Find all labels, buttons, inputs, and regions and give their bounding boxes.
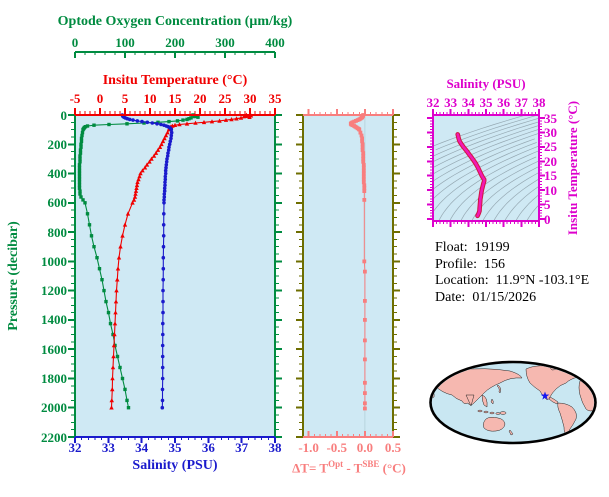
tick-label: 35 [168,440,182,455]
tick-label: 32 [426,95,440,110]
tick-label: 0 [60,107,68,123]
tick-label: 1400 [41,312,67,328]
location-row: Location: 11.9°N -103.1°E [435,273,590,288]
tick-label: 800 [47,224,68,240]
tick-label: 20 [544,153,557,169]
tick-label: 36 [201,440,215,455]
tick-label: 2200 [41,429,67,445]
tick-label: 32 [68,440,82,455]
tick-label: 0 [71,35,79,50]
tick-label: 5 [544,197,551,213]
tick-label: 20 [193,91,207,106]
tick-label: 35 [479,95,493,110]
tick-label: 10 [143,91,157,106]
tick-label: 25 [544,139,557,155]
tick-label: 0.5 [384,440,402,455]
tick-label: 37 [235,440,249,455]
profile-row: Profile: 156 [435,256,505,272]
oxygen-axis-title: Optode Oxygen Concentration (μm/kg) [57,14,293,29]
date-row: Date: 01/15/2026 [435,289,537,305]
tick-label: 35 [544,110,557,126]
tick-label: 2000 [41,400,67,416]
tick-label: 1200 [41,283,67,299]
tick-label: 300 [215,35,235,50]
tick-label: 100 [115,35,135,50]
tick-label: 36 [497,95,511,110]
tick-label: 200 [165,35,185,50]
tick-label: 0 [544,211,551,227]
tick-label: 1600 [41,341,67,357]
tick-label: 600 [47,195,68,211]
delta-t-axis-title: ΔT= TOpt - TSBE (°C) [292,459,406,476]
tick-label: 400 [265,35,285,50]
float-info-block: Float: 19199 Profile: 156 Location: 11.9°N … [435,240,589,306]
salinity-axis-title: Salinity (PSU) [132,458,218,473]
tick-label: 0.0 [356,440,373,455]
tick-label: 35 [268,91,282,106]
tick-label: 1000 [41,253,67,269]
float-row: Float: 19199 [435,240,510,255]
tick-label: 0 [96,91,104,106]
temperature-axis-title: Insitu Temperature (°C) [102,73,248,88]
ts-diagram-title: Salinity (PSU) [446,76,526,91]
tick-label: 33 [444,95,458,110]
tick-label: 34 [461,95,475,110]
tick-label: 10 [544,182,557,198]
tick-label: 15 [168,91,182,106]
tick-label: -5 [69,91,81,106]
tick-label: 38 [268,440,282,455]
tick-label: 38 [532,95,546,110]
tick-label: 30 [243,91,257,106]
tick-label: 33 [101,440,115,455]
tick-label: -0.5 [326,440,348,455]
tick-label: 400 [47,166,68,182]
tick-label: 1800 [41,370,67,386]
tick-label: 200 [47,136,68,152]
tick-label: 34 [135,440,149,455]
tick-label: 25 [218,91,232,106]
tick-label: 5 [121,91,129,106]
tick-label: 15 [544,168,557,184]
tick-label: -1.0 [298,440,319,455]
tick-label: 30 [544,124,557,140]
tick-label: 37 [514,95,528,110]
